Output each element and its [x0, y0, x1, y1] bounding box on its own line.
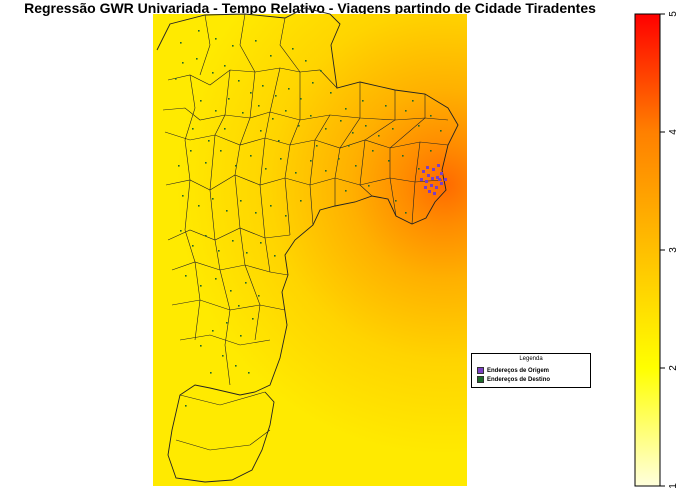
scale-tick-label-4: 4: [668, 129, 679, 135]
color-scale-bar: [634, 13, 661, 487]
origin-points: [420, 164, 447, 195]
legend: Legenda Endereços de Origem Endereços de…: [471, 353, 591, 388]
map-title: Regressão GWR Univariada - Tempo Relativ…: [24, 0, 596, 16]
legend-item-destination: Endereços de Destino: [477, 376, 550, 383]
color-scale: 1 2 3 4 5: [634, 11, 679, 489]
legend-title: Legenda: [519, 356, 543, 362]
district-boundaries: [162, 13, 449, 451]
scale-tick-label-5: 5: [668, 11, 679, 17]
origin-swatch: [477, 367, 484, 374]
scale-tick-label-1: 1: [668, 483, 679, 489]
destination-points: [175, 30, 442, 407]
city-boundary: [156, 7, 459, 483]
scale-tick-label-3: 3: [668, 247, 679, 253]
map-panel: [153, 7, 467, 486]
legend-label-origin: Endereços de Origem: [487, 368, 550, 375]
destination-swatch: [477, 376, 484, 383]
heat-surface: [153, 14, 467, 486]
scale-tick-label-2: 2: [668, 365, 679, 371]
legend-item-origin: Endereços de Origem: [477, 367, 549, 374]
color-scale-ticks: 1 2 3 4 5: [660, 11, 679, 489]
legend-label-destination: Endereços de Destino: [487, 377, 551, 384]
